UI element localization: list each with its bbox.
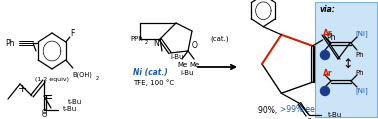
Text: [Ni]: [Ni] — [355, 88, 368, 94]
Text: +: + — [17, 84, 27, 94]
Text: Ni (cat.): Ni (cat.) — [133, 69, 168, 77]
Text: Ph: Ph — [355, 52, 364, 58]
Text: [Ni]: [Ni] — [355, 31, 368, 37]
Text: PPh: PPh — [130, 36, 143, 42]
Text: t-Bu: t-Bu — [327, 112, 342, 118]
Text: 2: 2 — [96, 77, 99, 82]
Text: O: O — [41, 109, 47, 115]
Text: F: F — [71, 28, 75, 37]
Text: t-Bu: t-Bu — [68, 99, 82, 105]
Text: Me: Me — [177, 62, 187, 68]
Text: 90%,: 90%, — [259, 106, 280, 114]
Text: t-Bu: t-Bu — [63, 106, 77, 112]
Text: Ph: Ph — [5, 39, 14, 47]
Text: (cat.): (cat.) — [210, 36, 229, 42]
Text: (1.2 equiv): (1.2 equiv) — [35, 77, 69, 82]
Text: Ph: Ph — [355, 70, 364, 76]
Text: O: O — [41, 112, 47, 118]
Text: via:: via: — [320, 5, 336, 15]
Text: Me: Me — [189, 62, 199, 68]
Text: i-Bu: i-Bu — [170, 54, 183, 60]
Text: TFE, 100 °C: TFE, 100 °C — [133, 80, 174, 86]
Circle shape — [321, 87, 330, 96]
Text: Ph: Ph — [327, 33, 336, 42]
Text: Ar: Ar — [323, 69, 333, 77]
Text: B(OH): B(OH) — [73, 72, 93, 78]
Text: $\updownarrow$: $\updownarrow$ — [340, 57, 352, 71]
Text: Ar: Ar — [323, 30, 333, 39]
Text: O: O — [307, 118, 312, 119]
Text: i-Bu: i-Bu — [180, 70, 194, 76]
Text: O: O — [192, 40, 198, 50]
Text: 2: 2 — [145, 40, 148, 45]
Circle shape — [321, 50, 330, 60]
FancyBboxPatch shape — [315, 2, 377, 117]
Text: >99% ee: >99% ee — [280, 106, 315, 114]
Text: N: N — [153, 39, 159, 47]
